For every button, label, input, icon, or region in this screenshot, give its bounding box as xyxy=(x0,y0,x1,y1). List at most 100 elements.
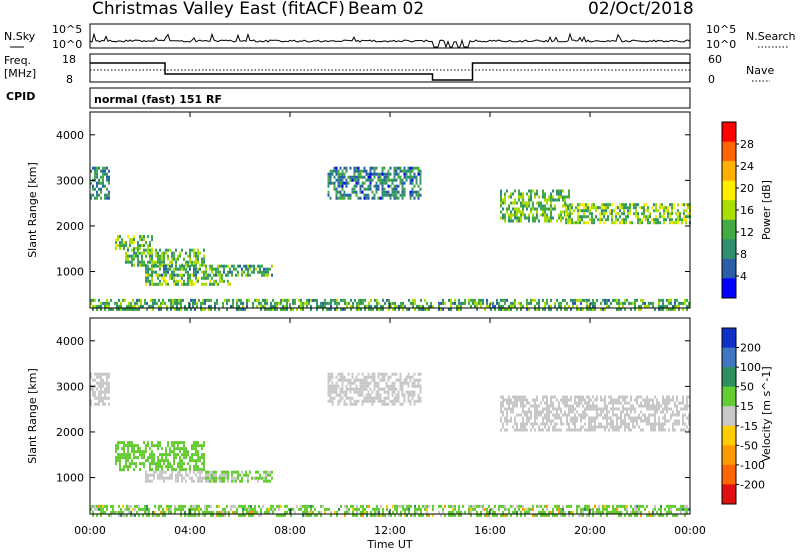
power-cell xyxy=(149,260,151,264)
velocity-cell xyxy=(256,510,258,514)
velocity-cell xyxy=(664,419,666,423)
velocity-cell xyxy=(658,401,660,405)
velocity-ytick-label: 2000 xyxy=(56,426,84,439)
velocity-cell xyxy=(182,504,184,508)
velocity-cell xyxy=(401,381,404,385)
velocity-cell xyxy=(518,398,520,402)
velocity-cell xyxy=(195,462,197,466)
time-tick-label: 08:00 xyxy=(274,524,306,537)
power-cell xyxy=(385,181,388,185)
velocity-cell xyxy=(259,473,261,477)
power-cell xyxy=(94,166,96,170)
velocity-cell xyxy=(180,513,182,517)
velocity-cell xyxy=(644,507,646,511)
velocity-cell xyxy=(580,425,582,429)
power-cell xyxy=(178,301,180,305)
power-cell xyxy=(591,215,593,219)
velocity-cell xyxy=(482,507,484,511)
velocity-cell xyxy=(399,381,402,385)
power-cell xyxy=(663,221,665,225)
velocity-cell xyxy=(104,510,106,514)
power-cell xyxy=(274,307,276,311)
power-cell xyxy=(173,279,175,283)
velocity-cell xyxy=(108,396,110,400)
velocity-cell xyxy=(422,513,424,517)
velocity-cell xyxy=(260,507,262,511)
velocity-cell xyxy=(119,465,121,469)
power-cell xyxy=(219,273,221,277)
velocity-cell xyxy=(183,468,185,472)
velocity-cell xyxy=(362,510,364,514)
velocity-cell xyxy=(288,507,290,511)
velocity-cell xyxy=(385,402,388,406)
power-cell xyxy=(641,206,643,210)
power-cell xyxy=(161,276,163,280)
velocity-cell xyxy=(203,459,205,463)
velocity-cell xyxy=(658,407,660,411)
velocity-cell xyxy=(548,510,550,514)
power-cell xyxy=(550,219,552,223)
velocity-cell xyxy=(218,504,220,508)
power-cell xyxy=(524,201,526,205)
velocity-cell xyxy=(502,413,504,417)
power-cell xyxy=(542,298,544,302)
velocity-cell xyxy=(369,393,372,397)
velocity-cell xyxy=(405,381,408,385)
velocity-cell xyxy=(658,419,660,423)
power-cell xyxy=(165,267,167,271)
power-cell xyxy=(413,175,416,179)
velocity-cell xyxy=(181,476,183,480)
power-cell xyxy=(418,304,420,308)
freq-ytick-top: 18 xyxy=(62,53,76,66)
velocity-cell xyxy=(556,398,558,402)
power-cell xyxy=(135,254,137,258)
velocity-cell xyxy=(630,416,632,420)
velocity-cell xyxy=(500,401,502,405)
velocity-cell xyxy=(187,473,189,477)
power-cell xyxy=(98,187,100,191)
power-cell xyxy=(195,251,197,255)
velocity-cell xyxy=(376,513,378,517)
power-cell xyxy=(246,301,248,305)
velocity-cell xyxy=(94,507,96,511)
power-cell xyxy=(685,221,687,225)
velocity-cell xyxy=(676,513,678,517)
power-cell xyxy=(337,181,340,185)
power-cell xyxy=(468,301,470,305)
velocity-cell xyxy=(530,416,532,420)
power-cell xyxy=(552,189,554,193)
velocity-cell xyxy=(218,510,220,514)
power-cell xyxy=(424,307,426,311)
velocity-cell xyxy=(249,470,251,474)
power-cell xyxy=(202,307,204,311)
velocity-cell xyxy=(137,444,139,448)
velocity-cell xyxy=(407,381,410,385)
velocity-cell xyxy=(192,513,194,517)
velocity-cell xyxy=(624,504,626,508)
power-cell xyxy=(679,215,681,219)
velocity-cell xyxy=(100,513,102,517)
power-cell xyxy=(123,241,125,245)
power-cell xyxy=(591,212,593,216)
velocity-cell xyxy=(550,404,552,408)
power-cell xyxy=(147,235,149,239)
power-cell xyxy=(300,304,302,308)
power-cell xyxy=(137,248,139,252)
velocity-cell xyxy=(183,462,185,466)
velocity-cell xyxy=(508,404,510,408)
velocity-cell xyxy=(612,504,614,508)
power-cell xyxy=(510,201,512,205)
power-cell xyxy=(149,257,151,261)
velocity-cell xyxy=(688,413,690,417)
power-cell xyxy=(550,195,552,199)
power-cell xyxy=(337,175,340,179)
velocity-cell xyxy=(381,372,384,376)
power-cell xyxy=(108,304,110,308)
power-cell xyxy=(660,304,662,308)
power-cell xyxy=(133,251,135,255)
velocity-cell xyxy=(672,425,674,429)
power-cell xyxy=(104,301,106,305)
power-cell xyxy=(640,298,642,302)
power-cell xyxy=(606,304,608,308)
power-cell xyxy=(625,215,627,219)
